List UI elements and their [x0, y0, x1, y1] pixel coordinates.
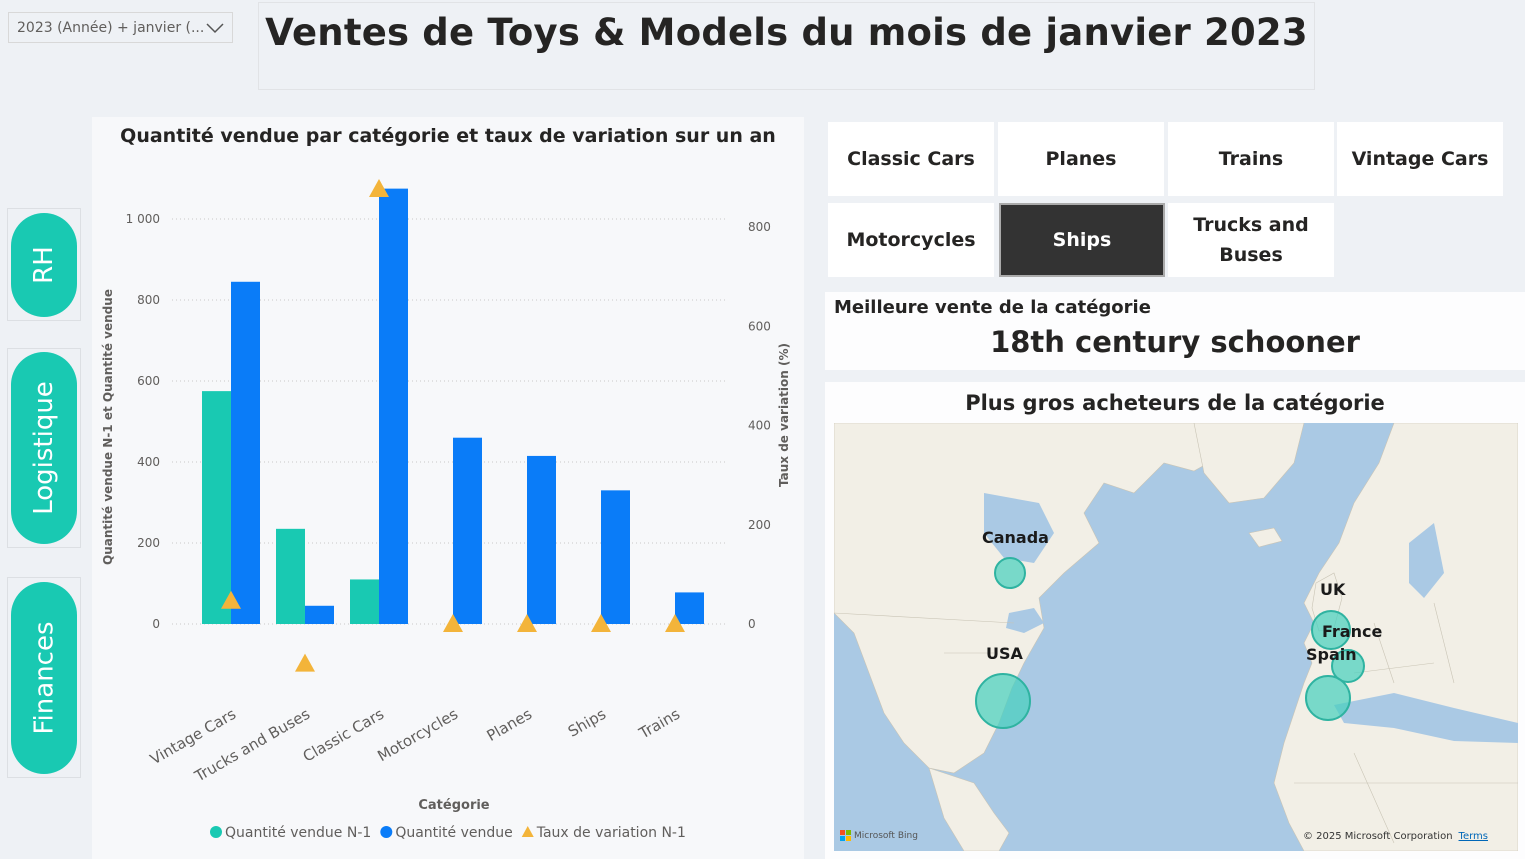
x-tick-label: Planes — [484, 705, 536, 745]
slicer-item-label: Trucks and Buses — [1193, 214, 1309, 266]
top-buyers-map-card: Plus gros acheteurs de la catégorie — [825, 382, 1525, 859]
legend-marker-0 — [210, 826, 222, 838]
variation-marker-0 — [221, 590, 241, 609]
bar-current-0 — [231, 281, 260, 624]
y-tick-label: 600 — [137, 374, 160, 388]
y-tick-label: 0 — [152, 617, 160, 631]
chevron-down-icon — [206, 22, 224, 33]
slicer-item-label: Ships — [1052, 229, 1112, 251]
y-tick-label: 800 — [137, 293, 160, 307]
legend-label-1: Quantité vendue — [395, 825, 512, 841]
legend-label-2: Taux de variation N-1 — [536, 825, 686, 841]
map-view[interactable]: Canada USA UK France Spain Microsoft Bin… — [834, 423, 1518, 851]
variation-marker-1 — [295, 653, 315, 672]
microsoft-logo-icon — [840, 830, 851, 841]
y2-tick-label: 600 — [748, 319, 771, 333]
y-tick-label: 1 000 — [126, 212, 160, 226]
page-title-box: Ventes de Toys & Models du mois de janvi… — [258, 2, 1315, 90]
nav-logistique-label: Logistique — [29, 381, 60, 515]
slicer-item-classic-cars[interactable]: Classic Cars — [828, 122, 994, 196]
slicer-item-ships[interactable]: Ships — [999, 203, 1165, 277]
bar-current-1 — [305, 605, 334, 624]
map-title: Plus gros acheteurs de la catégorie — [965, 391, 1385, 415]
bar-current-6 — [675, 592, 704, 624]
bing-logo: Microsoft Bing — [840, 830, 918, 841]
y2-axis-title: Taux de variation (%) — [777, 343, 791, 487]
map-label-spain: Spain — [1306, 645, 1357, 664]
map-bubble-uk[interactable] — [1311, 610, 1351, 650]
sales-chart: 0 200 400 600 800 1 000 0 200 400 600 800 Quantité … — [101, 179, 791, 841]
legend-marker-variation — [521, 826, 534, 837]
variation-marker-4 — [517, 614, 537, 632]
x-tick-label: Trains — [635, 705, 683, 743]
category-slicer: Classic Cars Planes Trains Vintage Cars … — [828, 122, 1504, 280]
y2-tick-label: 400 — [748, 419, 771, 433]
map-bubble-usa[interactable] — [975, 673, 1031, 729]
legend-label-0: Quantité vendue N-1 — [225, 825, 371, 841]
nav-finances-container: Finances — [7, 577, 81, 778]
date-filter-value: 2023 (Année) + janvier (... — [17, 19, 205, 36]
variation-marker-2 — [369, 179, 389, 198]
variation-marker-5 — [591, 614, 611, 632]
copyright-text: © 2025 Microsoft Corporation — [1302, 831, 1453, 842]
bar-prev-2 — [350, 579, 379, 624]
slicer-item-label: Classic Cars — [847, 148, 975, 170]
bar-current-5 — [601, 490, 630, 624]
map-copyright: © 2025 Microsoft Corporation Terms — [1303, 831, 1488, 842]
date-filter-dropdown[interactable]: 2023 (Année) + janvier (... — [8, 12, 233, 43]
sales-chart-card: Quantité vendue par catégorie et taux de… — [92, 117, 804, 859]
map-label-canada: Canada — [982, 528, 1049, 547]
x-tick-label: Motorcycles — [374, 705, 461, 765]
variation-marker-6 — [665, 614, 685, 632]
terms-link[interactable]: Terms — [1458, 831, 1488, 842]
slicer-item-label: Planes — [1045, 148, 1117, 170]
slicer-item-trucks-and-buses[interactable]: Trucks and Buses — [1168, 203, 1334, 277]
bar-prev-1 — [276, 528, 305, 624]
bar-current-2 — [379, 188, 408, 624]
nav-rh-label: RH — [29, 245, 59, 284]
x-axis-title: Catégorie — [418, 798, 489, 813]
map-bubble-france[interactable] — [1331, 649, 1365, 683]
nav-finances-button[interactable]: Finances — [11, 581, 77, 774]
map-label-usa: USA — [986, 644, 1023, 663]
y2-tick-label: 800 — [748, 220, 771, 234]
bar-current-4 — [527, 455, 556, 624]
bar-current-3 — [453, 437, 482, 624]
nav-rh-container: RH — [7, 208, 81, 321]
map-label-france: France — [1322, 622, 1383, 641]
page-title: Ventes de Toys & Models du mois de janvi… — [265, 11, 1308, 54]
slicer-item-vintage-cars[interactable]: Vintage Cars — [1337, 122, 1503, 196]
bing-label: Microsoft Bing — [854, 830, 918, 841]
y2-tick-label: 200 — [748, 518, 771, 532]
nav-finances-label: Finances — [29, 620, 60, 735]
bar-prev-0 — [202, 391, 231, 624]
map-background — [834, 423, 1518, 851]
legend-marker-1 — [380, 826, 393, 838]
y-tick-label: 400 — [137, 455, 160, 469]
map-bubble-spain[interactable] — [1305, 675, 1351, 721]
slicer-item-trains[interactable]: Trains — [1168, 122, 1334, 196]
nav-rh-button[interactable]: RH — [11, 212, 77, 317]
chart-title: Quantité vendue par catégorie et taux de… — [120, 125, 776, 147]
map-bubble-canada[interactable] — [994, 557, 1026, 589]
best-sale-card: Meilleure vente de la catégorie 18th cen… — [825, 292, 1525, 370]
slicer-item-label: Motorcycles — [846, 229, 976, 251]
x-tick-label: Classic Cars — [300, 705, 387, 766]
slicer-item-planes[interactable]: Planes — [998, 122, 1164, 196]
best-sale-label: Meilleure vente de la catégorie — [834, 297, 1151, 318]
y-tick-label: 200 — [137, 536, 160, 550]
slicer-item-label: Trains — [1218, 148, 1284, 170]
best-sale-value: 18th century schooner — [990, 325, 1360, 359]
y2-tick-label: 0 — [748, 617, 756, 631]
x-tick-label: Ships — [565, 705, 609, 741]
nav-logistique-container: Logistique — [7, 348, 81, 548]
nav-logistique-button[interactable]: Logistique — [11, 352, 77, 544]
map-label-uk: UK — [1320, 580, 1346, 599]
y-axis-title: Quantité vendue N-1 et Quantité vendue — [101, 289, 115, 565]
variation-marker-3 — [443, 614, 463, 632]
slicer-item-motorcycles[interactable]: Motorcycles — [828, 203, 994, 277]
slicer-item-label: Vintage Cars — [1351, 148, 1489, 170]
